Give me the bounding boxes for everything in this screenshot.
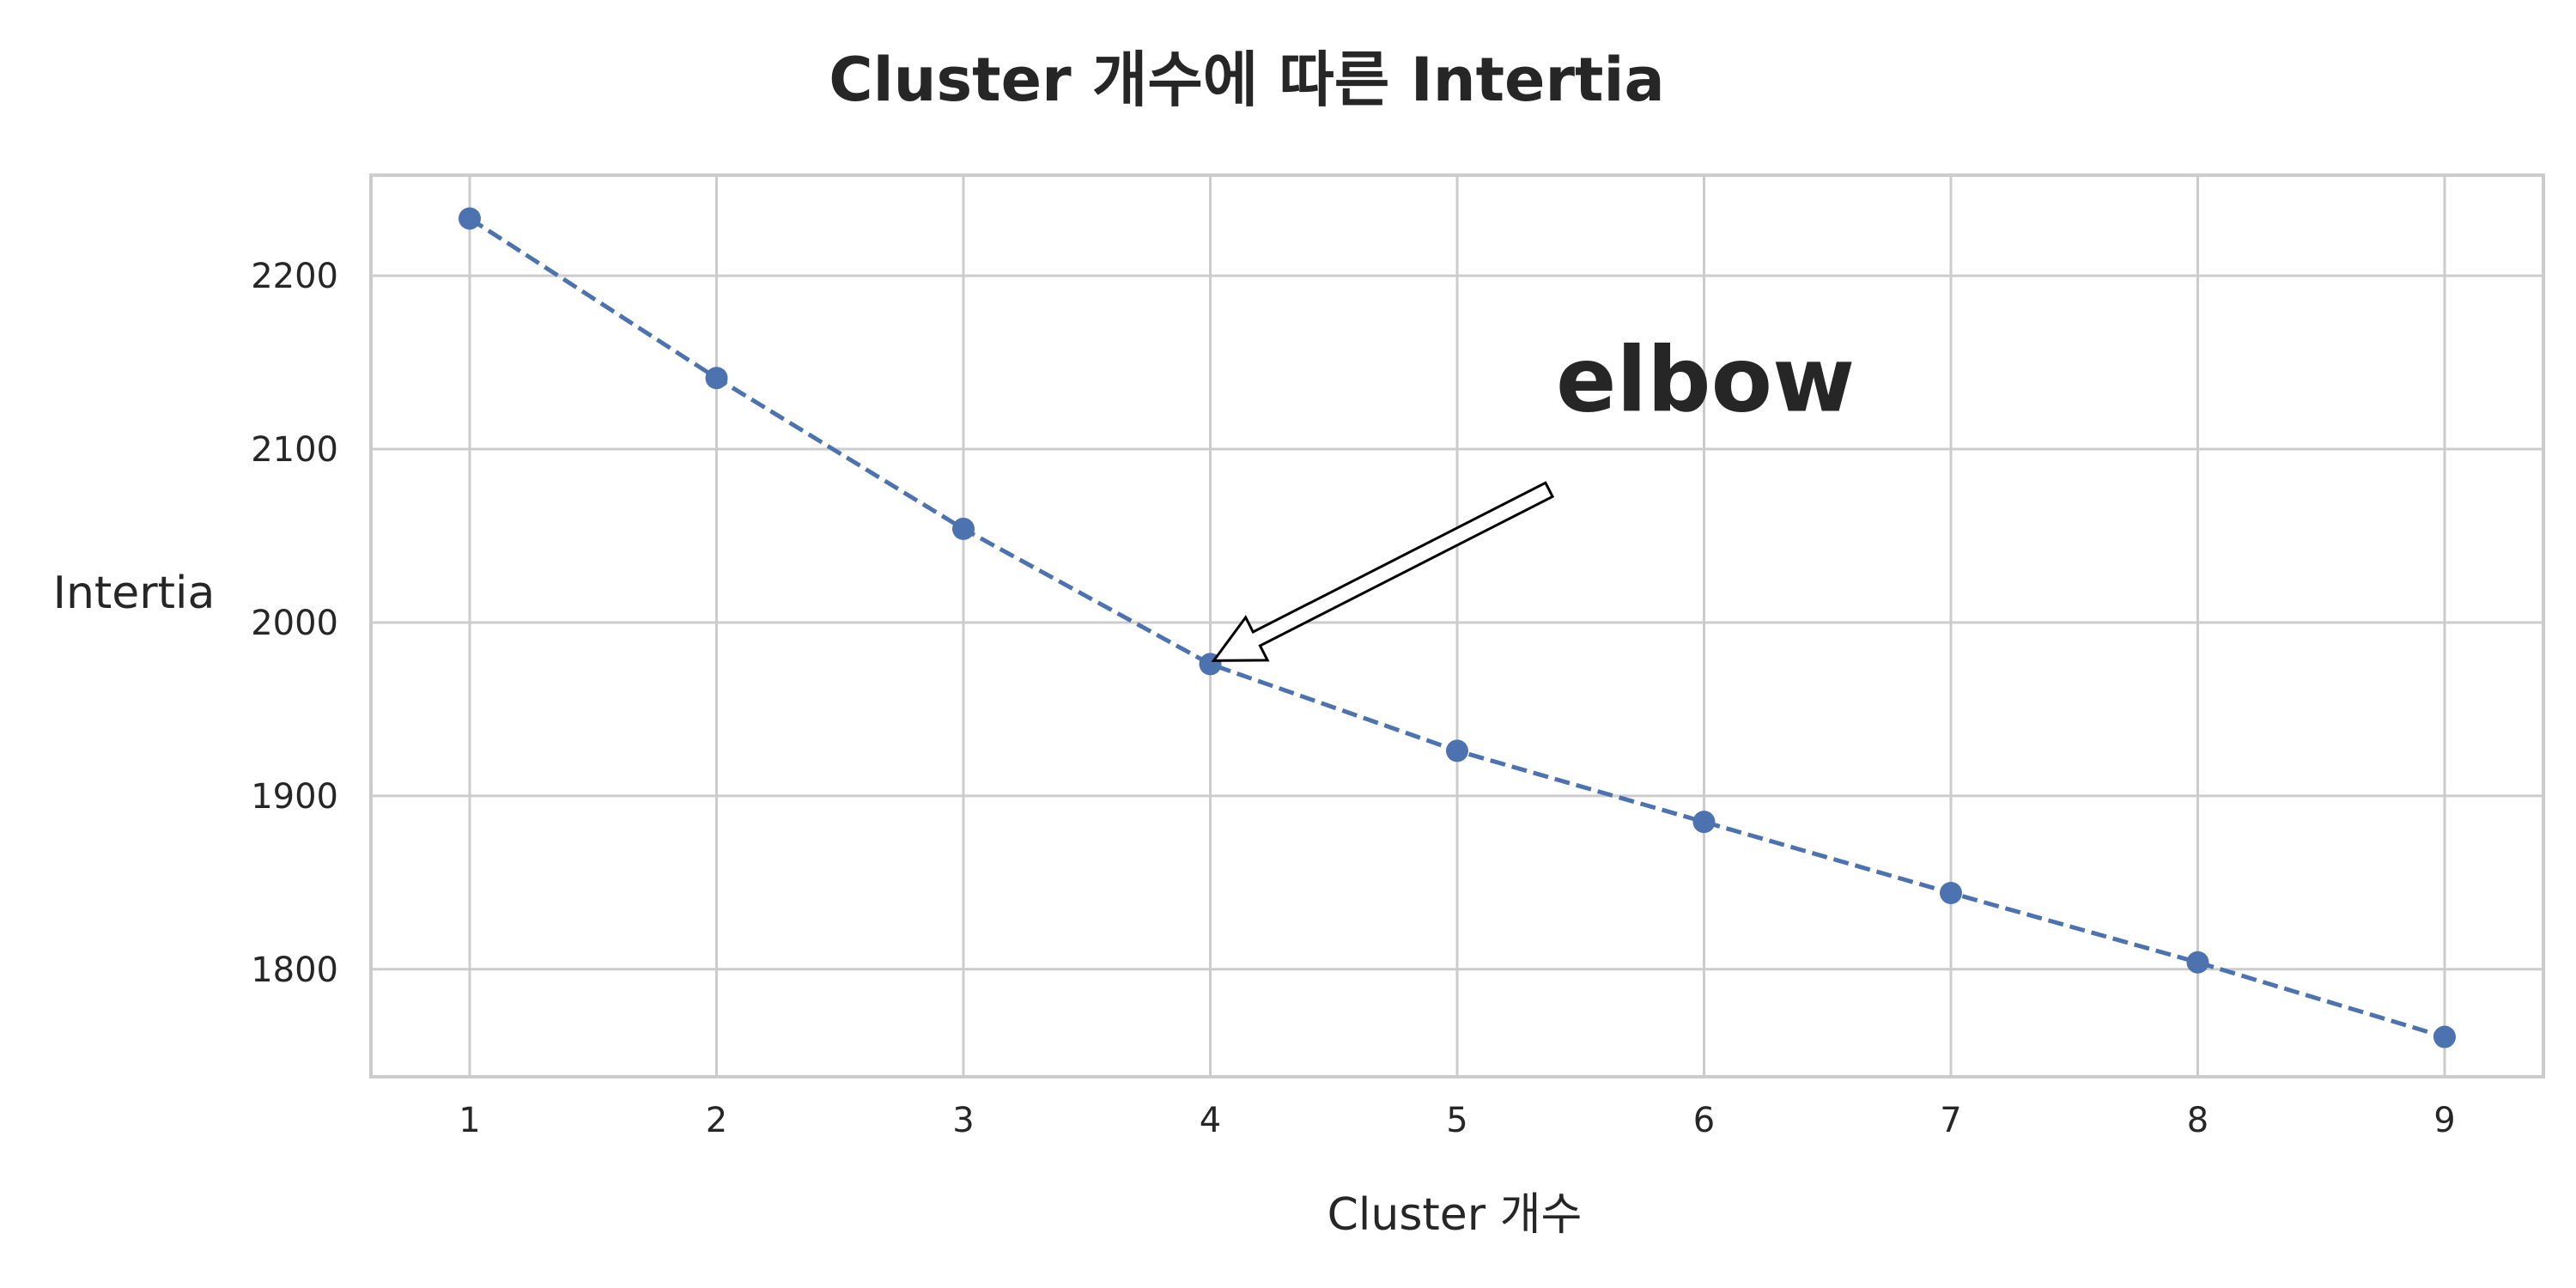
x-tick-label: 8 xyxy=(2187,1101,2208,1140)
data-point xyxy=(459,207,481,230)
y-axis-ticks: 1800 1900 2000 2100 2200 xyxy=(251,257,338,990)
data-point xyxy=(952,517,975,540)
data-point xyxy=(705,367,728,390)
x-axis-label: Cluster 개수 xyxy=(1327,1189,1583,1241)
x-tick-label: 5 xyxy=(1446,1101,1467,1140)
x-tick-label: 9 xyxy=(2433,1101,2455,1140)
data-point xyxy=(2186,951,2209,974)
chart-title: Cluster 개수에 따른 Intertia xyxy=(829,45,1664,115)
grid xyxy=(371,175,2543,1077)
data-points xyxy=(459,207,2456,1048)
y-tick-label: 1900 xyxy=(251,777,338,817)
x-tick-label: 3 xyxy=(952,1101,974,1140)
x-axis-ticks: 1 2 3 4 5 6 7 8 9 xyxy=(459,1101,2455,1140)
data-point xyxy=(1446,739,1468,762)
x-tick-label: 6 xyxy=(1693,1101,1715,1140)
x-tick-label: 2 xyxy=(706,1101,727,1140)
annotation-label: elbow xyxy=(1556,327,1855,432)
x-tick-label: 7 xyxy=(1940,1101,1961,1140)
annotation-arrow xyxy=(1211,481,1555,662)
x-tick-label: 1 xyxy=(459,1101,480,1140)
x-tick-label: 4 xyxy=(1200,1101,1221,1140)
plot-frame xyxy=(369,173,2545,1078)
y-axis-label: Intertia xyxy=(53,568,216,619)
y-tick-label: 1800 xyxy=(251,951,338,990)
data-point xyxy=(1940,881,1962,904)
y-tick-label: 2000 xyxy=(251,604,338,643)
data-point xyxy=(2433,1025,2456,1048)
y-tick-label: 2100 xyxy=(251,430,338,470)
y-tick-label: 2200 xyxy=(251,257,338,296)
data-point xyxy=(1692,811,1716,834)
